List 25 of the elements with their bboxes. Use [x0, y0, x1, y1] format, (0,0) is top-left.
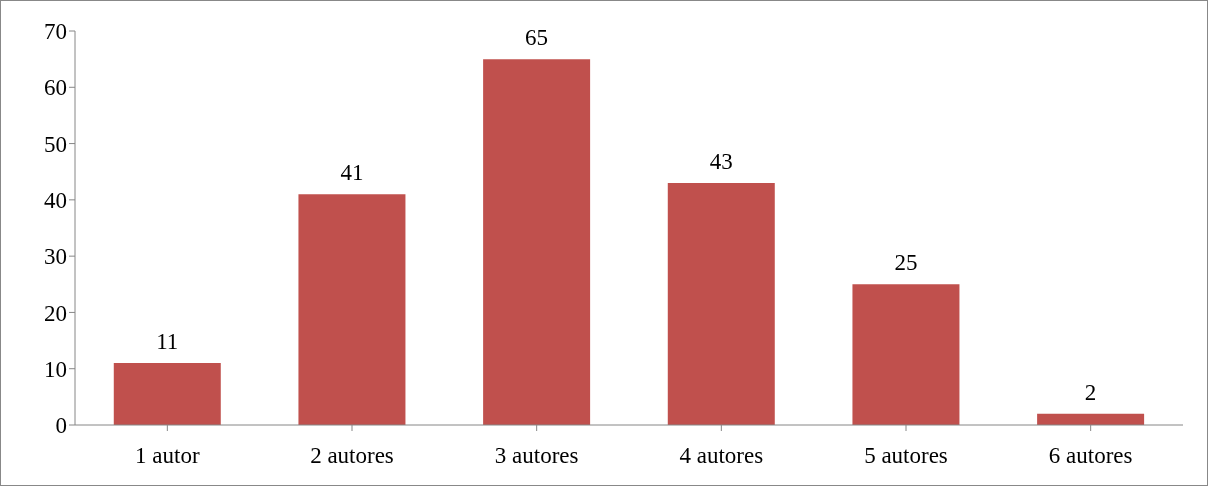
- x-tick-label: 2 autores: [310, 443, 394, 469]
- data-label: 2: [1084, 379, 1097, 405]
- y-tick-label: 70: [44, 19, 67, 45]
- x-tick-label: 3 autores: [494, 443, 579, 469]
- data-label: 25: [894, 250, 918, 276]
- x-tick-label: 5 autores: [864, 443, 948, 469]
- data-label: 43: [709, 148, 733, 174]
- bar: [113, 363, 221, 425]
- y-tick-label: 40: [44, 188, 67, 214]
- data-label: 11: [156, 329, 179, 355]
- y-tick-label: 20: [44, 300, 67, 326]
- x-tick-label: 1 autor: [135, 443, 200, 469]
- y-tick-label: 0: [55, 413, 67, 439]
- data-label: 65: [525, 25, 549, 51]
- bar: [852, 284, 960, 425]
- data-label: 41: [340, 160, 364, 186]
- bar: [483, 59, 591, 425]
- y-tick-label: 50: [44, 131, 67, 157]
- x-tick-label: 4 autores: [679, 443, 764, 469]
- y-tick-label: 30: [44, 244, 67, 270]
- y-tick-label: 10: [44, 356, 67, 382]
- bar: [298, 194, 406, 425]
- y-tick-label: 60: [44, 75, 67, 101]
- x-tick-label: 6 autores: [1048, 443, 1133, 469]
- bar: [667, 182, 775, 425]
